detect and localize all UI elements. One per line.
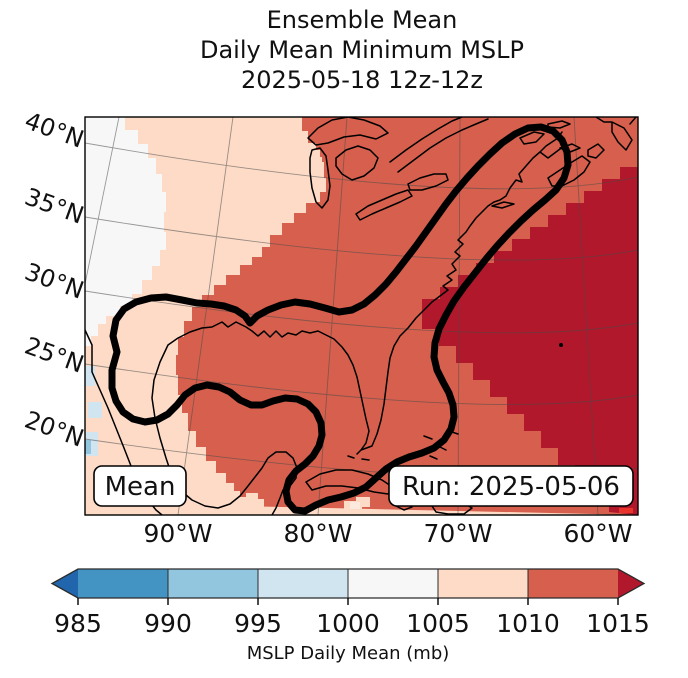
fill-1000-1005-region: [85, 117, 166, 346]
colorbar-tickmarks: [77, 598, 619, 605]
colorbar: 985 990 995 1000 1005 1010 1015 MSLP Dai…: [50, 568, 650, 664]
figure-title-line1: Ensemble Mean: [267, 6, 458, 34]
figure-title-line2: Daily Mean Minimum MSLP: [200, 36, 524, 64]
colorbar-seg-1010-1015: [528, 569, 618, 598]
coastline-mainland: [85, 131, 563, 515]
cb-tick-995: 995: [234, 609, 282, 638]
lat-label-30n: 30°N: [21, 258, 87, 305]
lat-label-40n: 40°N: [21, 107, 87, 154]
run-box-label: Run: 2025-05-06: [402, 472, 620, 502]
cb-tick-1000: 1000: [316, 609, 380, 638]
lat-label-35n: 35°N: [21, 183, 87, 230]
mean-box: [93, 465, 187, 507]
fill-1005-1010-patches: [228, 150, 370, 515]
figure-title-line3: 2025-05-18 12z-12z: [241, 66, 483, 94]
colorbar-dividers: [167, 569, 529, 598]
run-box: [388, 465, 634, 507]
colorbar-seg-1000-1005: [348, 569, 438, 598]
lon-label-60w: 60°W: [563, 519, 632, 548]
lat-axis-labels: 40°N 35°N 30°N 25°N 20°N: [21, 107, 87, 453]
lon-label-70w: 70°W: [423, 519, 492, 548]
coastline-northeast: [389, 117, 637, 209]
cb-tick-1015: 1015: [586, 609, 650, 638]
cb-tick-1005: 1005: [406, 609, 470, 638]
lon-label-80w: 80°W: [283, 519, 352, 548]
colorbar-over-arrow: [618, 569, 644, 598]
cb-tick-990: 990: [144, 609, 192, 638]
colorbar-tick-labels: 985 990 995 1000 1005 1010 1015: [54, 609, 650, 638]
ensemble-contour: [108, 123, 572, 515]
map-border: [84, 116, 639, 516]
colorbar-seg-990-995: [168, 569, 258, 598]
colorbar-seg-1005-1010: [438, 569, 528, 598]
mean-box-label: Mean: [105, 472, 176, 502]
coastline-great-lakes: [307, 117, 449, 221]
colorbar-seg-995-1000: [258, 569, 348, 598]
colorbar-under-arrow: [52, 569, 78, 598]
bermuda-dot: [559, 343, 563, 347]
lon-axis-labels: 90°W 80°W 70°W 60°W: [143, 519, 632, 548]
cb-tick-985: 985: [54, 609, 102, 638]
lat-label-20n: 20°N: [21, 406, 87, 453]
map-plot: [85, 117, 638, 515]
cb-tick-1010: 1010: [496, 609, 560, 638]
watermark-mark: [619, 508, 633, 513]
lon-label-90w: 90°W: [143, 519, 212, 548]
colorbar-seg-985-990: [78, 569, 168, 598]
lat-label-25n: 25°N: [21, 332, 87, 379]
colorbar-caption: MSLP Daily Mean (mb): [247, 643, 450, 664]
fill-over-1015-region: [422, 167, 638, 515]
